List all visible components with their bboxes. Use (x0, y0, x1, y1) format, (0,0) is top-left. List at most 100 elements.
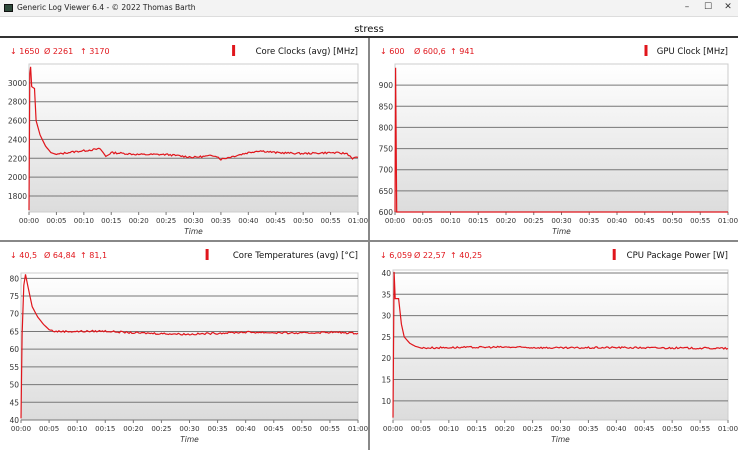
x-tick-label: 00:45 (264, 425, 284, 433)
x-tick-label: 00:05 (413, 217, 433, 225)
x-tick-label: 00:40 (236, 425, 256, 433)
x-tick-label: 00:20 (123, 425, 143, 433)
y-tick-label: 80 (9, 274, 19, 283)
chart-cpu-package-power: ↓ 6,059 Ø 22,57 ↑ 40,25 CPU Package Power [… (370, 242, 738, 450)
stat-min: ↓ 40,5 (10, 251, 37, 260)
stat-min: ↓ 600 (380, 47, 405, 56)
plot-area (20, 272, 359, 421)
y-tick-label: 2200 (8, 154, 27, 163)
y-tick-label: 45 (9, 398, 19, 407)
chart-core-clocks: ↓ 1650 Ø 2261 ↑ 3170 Core Clocks (avg) [MHz… (0, 38, 368, 240)
y-tick-label: 30 (381, 312, 391, 321)
x-tick-label: 00:55 (320, 217, 340, 225)
y-tick-label: 2400 (8, 135, 27, 144)
chart-svg: ↓ 6,059 Ø 22,57 ↑ 40,25 CPU Package Power [… (380, 249, 738, 444)
y-tick-label: 55 (9, 363, 19, 372)
y-tick-label: 60 (9, 345, 19, 354)
x-tick-label: 00:50 (662, 217, 682, 225)
x-tick-label: 00:45 (634, 425, 654, 433)
stat-max: ↑ 941 (450, 47, 475, 56)
chart-gpu-clock: ↓ 600 Ø 600,6 ↑ 941 GPU Clock [MHz] 600 650 70… (370, 38, 738, 240)
y-tick-label: 800 (379, 123, 394, 132)
x-tick-label: 00:25 (524, 217, 544, 225)
x-tick-label: 00:25 (522, 425, 542, 433)
y-tick-label: 15 (381, 376, 391, 385)
x-axis-label: Time (551, 435, 570, 444)
x-tick-label: 00:50 (292, 425, 312, 433)
stat-min: ↓ 6,059 (380, 251, 412, 260)
y-tick-label: 650 (379, 187, 394, 196)
y-tick-label: 25 (381, 333, 391, 342)
y-tick-label: 20 (381, 354, 391, 363)
plot-area (394, 63, 729, 213)
x-tick-label: 00:20 (495, 425, 515, 433)
series-line (20, 274, 359, 419)
x-tick-label: 00:40 (607, 217, 627, 225)
series-line (392, 271, 729, 418)
y-tick-label: 65 (9, 327, 19, 336)
y-tick-label: 2800 (8, 98, 27, 107)
y-tick-label: 2000 (8, 173, 27, 182)
x-tick-label: 00:55 (690, 217, 710, 225)
x-tick-label: 00:25 (151, 425, 171, 433)
stat-avg: Ø 600,6 (414, 46, 446, 56)
stat-avg: Ø 64,84 (44, 250, 76, 260)
x-tick-label: 00:45 (635, 217, 655, 225)
y-tick-label: 10 (381, 397, 391, 406)
y-tick-label: 900 (379, 81, 394, 90)
x-tick-label: 00:00 (385, 217, 405, 225)
y-tick-label: 3000 (8, 79, 27, 88)
minimize-button[interactable]: – (684, 2, 690, 12)
y-tick-label: 850 (379, 102, 394, 111)
y-tick-label: 600 (379, 208, 394, 217)
chart-title: Core Clocks (avg) [MHz] (256, 47, 358, 57)
x-tick-label: 00:55 (320, 425, 340, 433)
x-tick-label: 00:05 (411, 425, 431, 433)
chart-title: Core Temperatures (avg) [°C] (233, 251, 358, 261)
close-button[interactable]: ✕ (724, 2, 732, 12)
x-tick-label: 00:25 (156, 217, 176, 225)
maximize-button[interactable]: ☐ (703, 2, 713, 12)
x-tick-label: 00:35 (578, 425, 598, 433)
x-tick-label: 00:10 (440, 217, 460, 225)
series-line (28, 66, 359, 211)
x-tick-label: 00:35 (207, 425, 227, 433)
y-tick-label: 35 (381, 290, 391, 299)
y-tick-label: 40 (9, 416, 19, 425)
page-title: stress (354, 24, 384, 35)
y-tick-label: 50 (9, 381, 19, 390)
x-tick-label: 00:20 (496, 217, 516, 225)
legend-swatch (612, 249, 616, 260)
splitter-vertical[interactable] (368, 38, 370, 450)
chart-core-temperatures: ↓ 40,5 Ø 64,84 ↑ 81,1 Core Temperatures (av… (0, 242, 368, 450)
y-tick-label: 70 (9, 310, 19, 319)
chart-svg: ↓ 600 Ø 600,6 ↑ 941 GPU Clock [MHz] 600 650 70… (379, 45, 738, 236)
stat-avg: Ø 2261 (44, 46, 73, 56)
x-tick-label: 00:05 (39, 425, 59, 433)
x-tick-label: 00:05 (46, 217, 66, 225)
legend-swatch (232, 45, 236, 56)
x-tick-label: 00:50 (662, 425, 682, 433)
stat-max: ↑ 40,25 (450, 251, 482, 260)
x-tick-label: 00:00 (383, 425, 403, 433)
y-tick-label: 700 (379, 166, 394, 175)
stat-max: ↑ 3170 (80, 47, 110, 56)
legend-swatch (644, 45, 648, 56)
chart-title: GPU Clock [MHz] (657, 47, 728, 57)
chart-title: CPU Package Power [W] (627, 251, 728, 261)
y-tick-label: 750 (379, 145, 394, 154)
y-tick-label: 2600 (8, 117, 27, 126)
y-tick-label: 1800 (8, 192, 27, 201)
y-tick-label: 75 (9, 292, 19, 301)
plot-area (28, 63, 359, 213)
x-tick-label: 00:15 (468, 217, 488, 225)
splitter-horizontal[interactable] (0, 240, 738, 242)
x-tick-label: 00:35 (579, 217, 599, 225)
legend-swatch (205, 249, 209, 260)
x-tick-label: 01:00 (348, 425, 368, 433)
x-tick-label: 00:35 (211, 217, 231, 225)
x-tick-label: 00:15 (101, 217, 121, 225)
x-axis-label: Time (180, 435, 199, 444)
title-bar: Generic Log Viewer 6.4 - © 2022 Thomas B… (0, 0, 738, 17)
x-tick-label: 00:45 (266, 217, 286, 225)
